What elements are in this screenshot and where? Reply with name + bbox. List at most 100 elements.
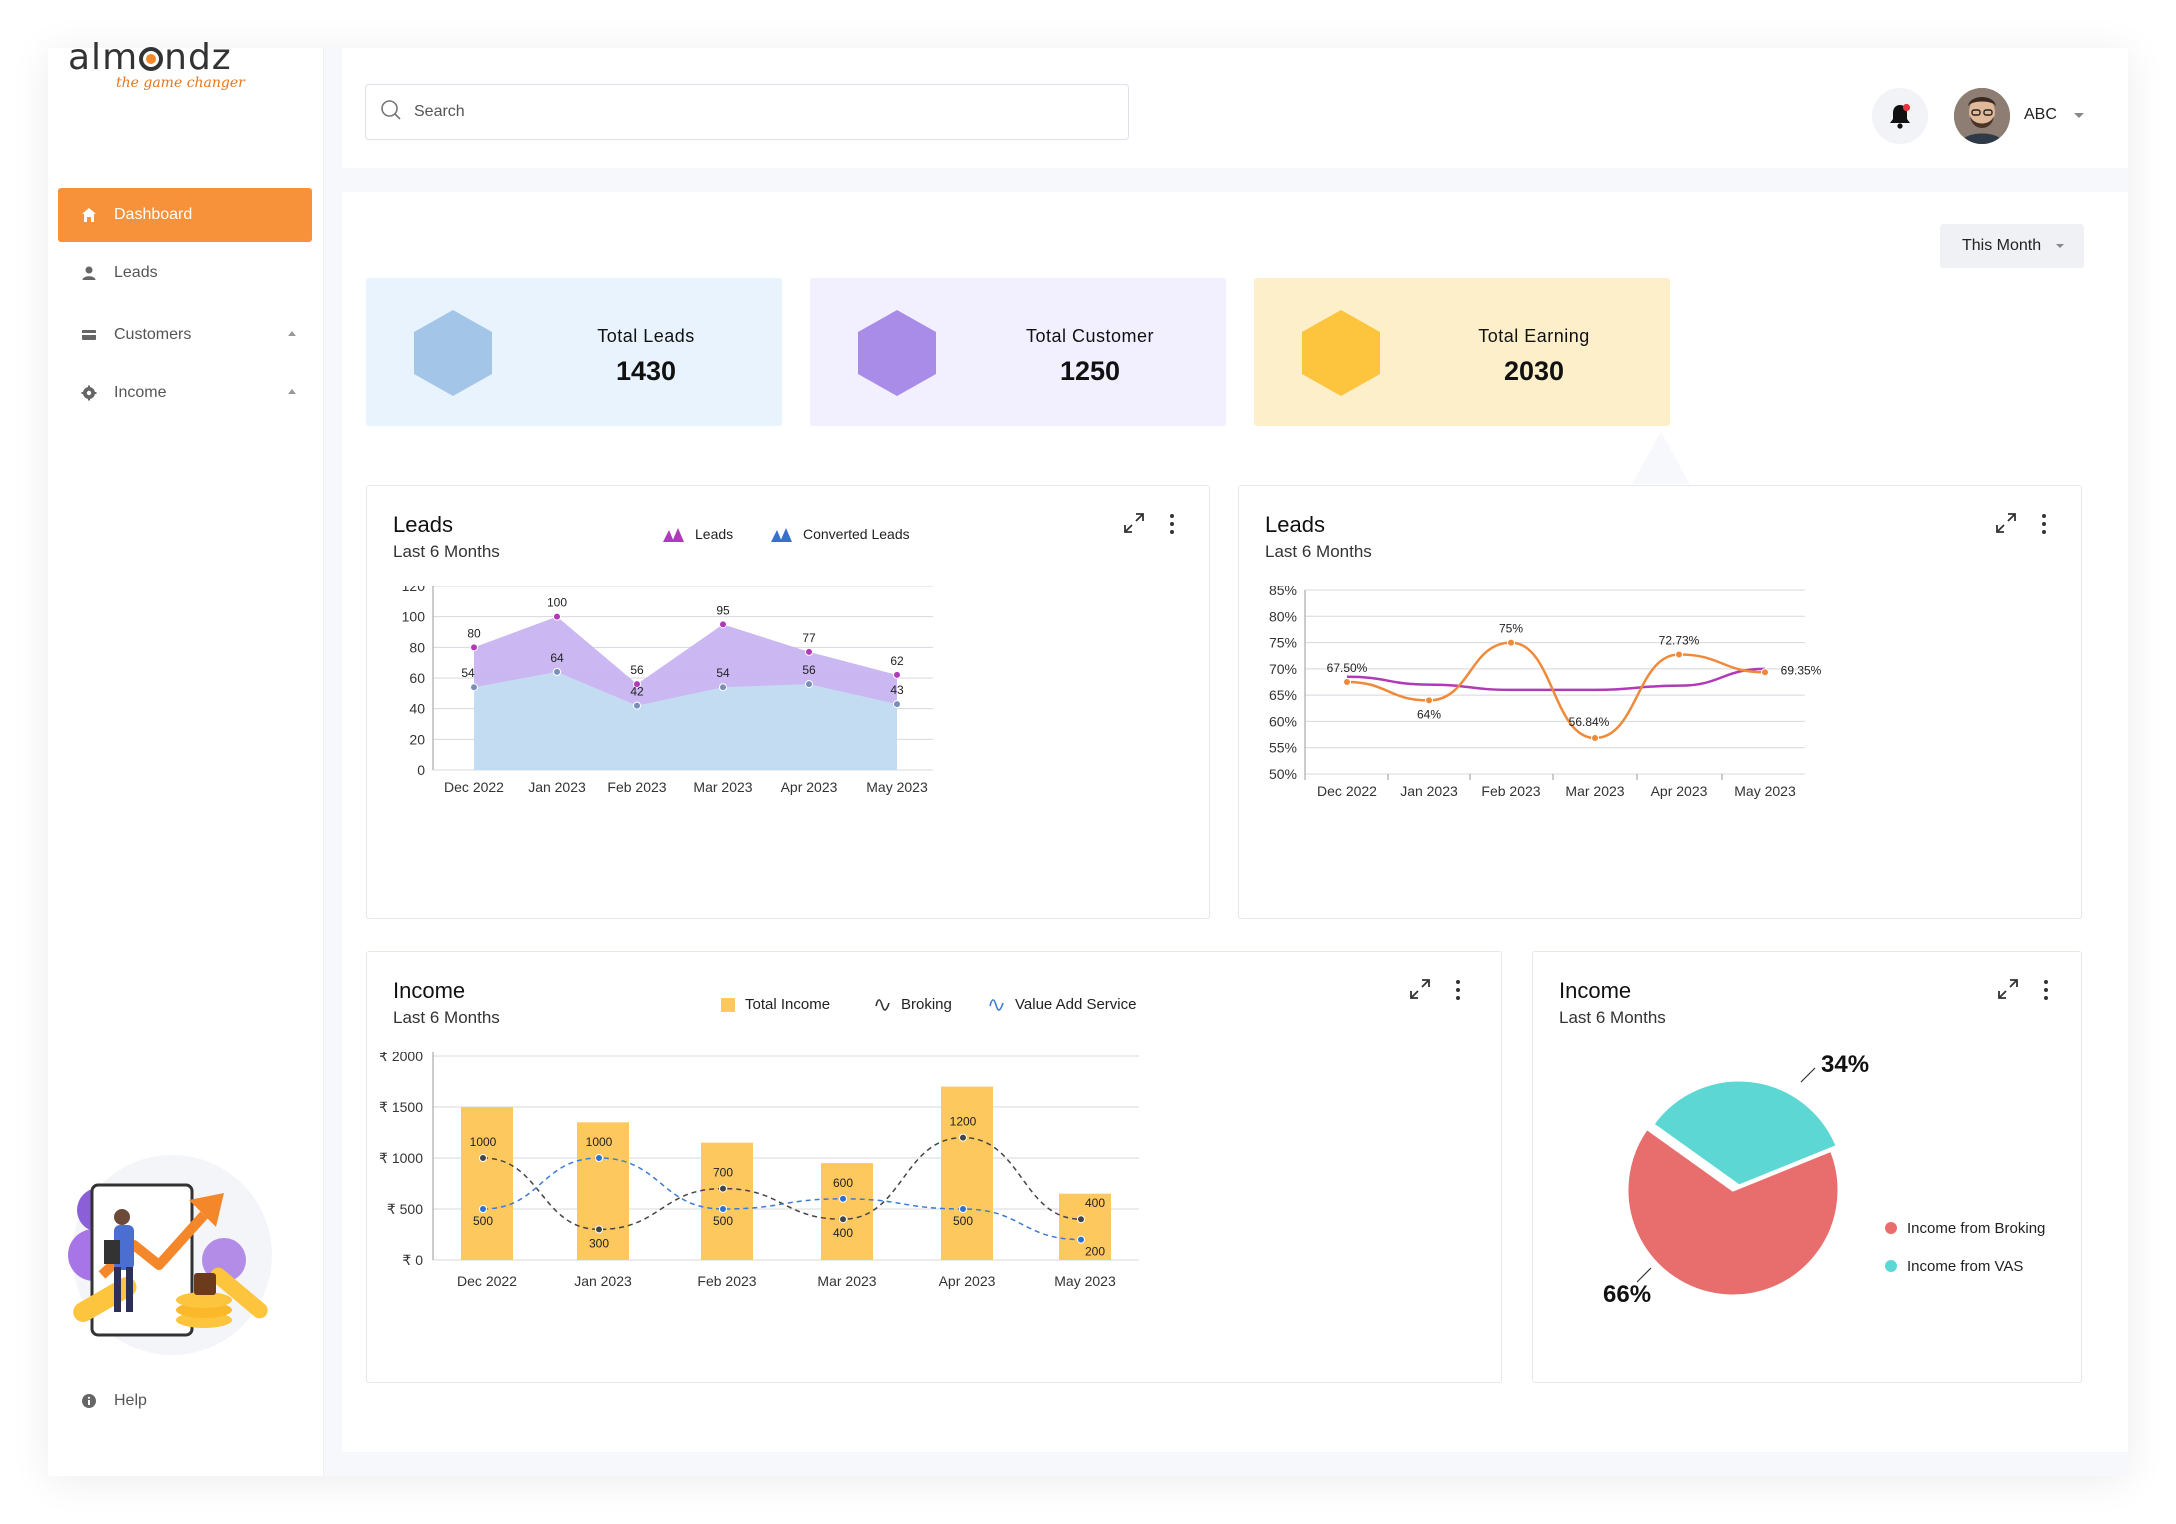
data-point <box>1077 1235 1085 1244</box>
x-tick-label: Mar 2023 <box>817 1273 876 1289</box>
bar <box>701 1142 753 1260</box>
data-point <box>839 1194 847 1203</box>
data-label: 600 <box>833 1176 853 1190</box>
y-tick-label: 120 <box>402 586 426 594</box>
x-tick-label: Feb 2023 <box>607 779 666 795</box>
data-label: 500 <box>953 1214 973 1228</box>
expand-icon[interactable] <box>1995 512 2017 534</box>
search-icon <box>380 99 402 126</box>
data-label: 75% <box>1499 622 1523 636</box>
data-point <box>719 683 727 692</box>
data-point <box>719 1184 727 1193</box>
legend-dot <box>1885 1260 1897 1272</box>
y-tick-label: ₹ 2000 <box>379 1052 423 1064</box>
more-menu-icon[interactable] <box>2039 512 2049 536</box>
data-label: 43 <box>890 683 904 697</box>
legend-label: Total Income <box>745 996 831 1013</box>
data-label: 1000 <box>470 1135 497 1149</box>
legend-item-leads[interactable]: Leads <box>663 526 733 542</box>
data-point <box>470 683 478 692</box>
data-label: 69.35% <box>1781 663 1822 677</box>
leads-line-chart: 50% 55% 60% 65% 70% 75% 80% 85% 67.50% 64% 75% 56.8… <box>1269 586 1822 799</box>
x-tick-label: Jan 2023 <box>528 779 586 795</box>
chevron-down-icon[interactable] <box>2074 113 2084 118</box>
x-tick-label: May 2023 <box>1734 783 1796 799</box>
x-tick-label: Dec 2022 <box>457 1273 517 1289</box>
card-subtitle: Last 6 Months <box>1265 542 1372 561</box>
legend-item-converted-leads[interactable]: Converted Leads <box>771 526 910 542</box>
x-tick-label: Apr 2023 <box>939 1273 996 1289</box>
avatar[interactable] <box>1954 88 2010 144</box>
legend-item-broking[interactable]: Broking <box>875 996 952 1013</box>
x-tick-label: Apr 2023 <box>781 779 838 795</box>
more-menu-icon[interactable] <box>2041 978 2051 1002</box>
data-point <box>553 612 561 621</box>
legend-label: Value Add Service <box>1015 996 1137 1013</box>
y-tick-label: 40 <box>409 701 425 717</box>
data-point <box>479 1205 487 1213</box>
x-tick-label: May 2023 <box>1054 1273 1116 1289</box>
legend-item-value-add-service[interactable]: Value Add Service <box>989 996 1136 1013</box>
data-label: 80 <box>467 626 481 640</box>
user-name[interactable]: ABC <box>2024 106 2057 123</box>
x-tick-label: Mar 2023 <box>693 779 752 795</box>
data-label: 56.84% <box>1569 715 1610 729</box>
bar <box>461 1107 513 1260</box>
sidebar-item-customers[interactable]: Customers <box>58 308 312 362</box>
slice-label: 66% <box>1603 1281 1651 1308</box>
sidebar-item-dashboard[interactable]: Dashboard <box>58 188 312 242</box>
x-tick-label: Feb 2023 <box>1481 783 1540 799</box>
y-tick-label: 50% <box>1269 766 1297 782</box>
data-point <box>595 1154 603 1162</box>
search-input[interactable] <box>414 103 1014 121</box>
card-income-bar: Income Last 6 Months Total Income Brokin… <box>366 951 1502 1383</box>
chevron-down-icon <box>2056 244 2064 248</box>
data-label: 72.73% <box>1659 634 1700 648</box>
area-series <box>474 671 897 770</box>
data-point <box>959 1133 967 1142</box>
data-label: 56 <box>802 663 816 677</box>
sidebar-item-leads[interactable]: Leads <box>58 246 312 300</box>
expand-icon[interactable] <box>1997 978 2019 1000</box>
pie-slice <box>1650 1078 1840 1188</box>
data-point <box>893 700 901 709</box>
stat-card-total-customer: Total Customer 1250 <box>810 278 1226 426</box>
data-label: 100 <box>547 596 567 610</box>
legend-label: Leads <box>695 526 734 542</box>
more-menu-icon[interactable] <box>1167 512 1177 536</box>
sidebar-item-income[interactable]: Income <box>58 366 312 420</box>
card-title: Leads <box>393 512 453 537</box>
data-point <box>470 643 478 652</box>
legend-item-total-income[interactable]: Total Income <box>721 996 830 1013</box>
sidebar-item-help[interactable]: Help <box>58 1381 312 1421</box>
data-point <box>805 647 813 656</box>
expand-icon[interactable] <box>1409 978 1431 1000</box>
card-subtitle: Last 6 Months <box>1559 1008 1666 1027</box>
legend-label: Income from VAS <box>1907 1258 2023 1275</box>
more-menu-icon[interactable] <box>1453 978 1463 1002</box>
period-select[interactable]: This Month <box>1940 224 2084 268</box>
stat-label: Total Leads <box>597 326 695 346</box>
expand-icon[interactable] <box>1123 512 1145 534</box>
line-series <box>1346 667 1766 692</box>
brand-logo[interactable]: alm ndz the game changer <box>68 38 268 92</box>
mountain-icon <box>771 528 792 542</box>
stat-card-total-leads: Total Leads 1430 <box>366 278 782 426</box>
home-icon <box>80 206 98 224</box>
data-label: 1200 <box>950 1115 977 1129</box>
chevron-up-icon <box>288 389 296 394</box>
sidebar-item-label: Customers <box>114 326 192 343</box>
data-label: 700 <box>713 1166 733 1180</box>
card-subtitle: Last 6 Months <box>393 542 500 561</box>
leads-area-chart: 0 20 40 60 80 100 120 80 100 56 95 77 62 54 64 42 54 56 43… <box>402 586 933 795</box>
stat-value: 2030 <box>1503 356 1565 386</box>
hexagon-icon <box>858 310 936 396</box>
notification-button[interactable] <box>1872 88 1928 144</box>
y-tick-label: ₹ 0 <box>402 1252 423 1268</box>
data-label: 500 <box>473 1214 493 1228</box>
income-bar-chart: ₹ 0 ₹ 500 ₹ 1000 ₹ 1500 ₹ 2000 1000 300 700 400 1… <box>379 1052 1139 1289</box>
search-box[interactable] <box>365 84 1129 140</box>
wave-icon <box>989 998 1004 1011</box>
sidebar-item-label: Income <box>114 384 167 401</box>
data-point <box>805 680 813 689</box>
